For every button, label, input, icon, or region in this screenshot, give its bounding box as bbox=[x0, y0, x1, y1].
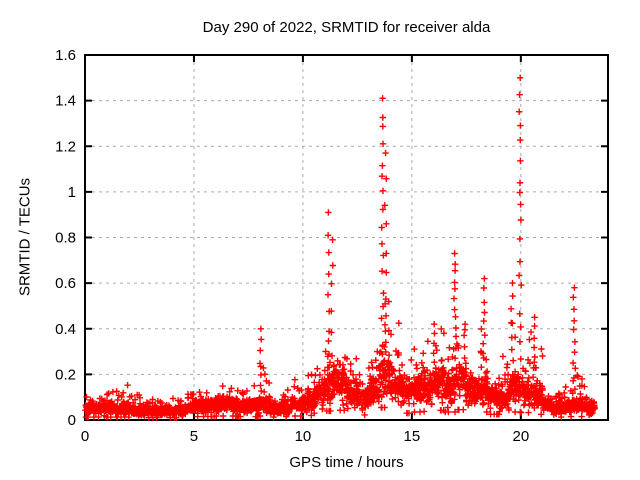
y-tick-label: 0.8 bbox=[55, 230, 76, 247]
x-tick-label: 5 bbox=[190, 428, 198, 445]
y-tick-label: 1.2 bbox=[55, 138, 76, 155]
y-tick-label: 1.6 bbox=[55, 47, 76, 64]
y-tick-label: 0.6 bbox=[55, 275, 76, 292]
data-points-srmtid bbox=[82, 74, 598, 421]
x-tick-label: 0 bbox=[81, 428, 89, 445]
x-tick-label: 15 bbox=[404, 428, 421, 445]
y-tick-label: 0.2 bbox=[55, 366, 76, 383]
y-tick-label: 0 bbox=[68, 412, 76, 429]
y-tick-label: 0.4 bbox=[55, 321, 76, 338]
plot-title: Day 290 of 2022, SRMTID for receiver ald… bbox=[202, 19, 491, 36]
x-tick-label: 20 bbox=[512, 428, 529, 445]
y-tick-label: 1.4 bbox=[55, 93, 76, 110]
x-tick-label: 10 bbox=[295, 428, 312, 445]
x-axis-label: GPS time / hours bbox=[289, 454, 404, 471]
y-tick-label: 1 bbox=[68, 184, 76, 201]
